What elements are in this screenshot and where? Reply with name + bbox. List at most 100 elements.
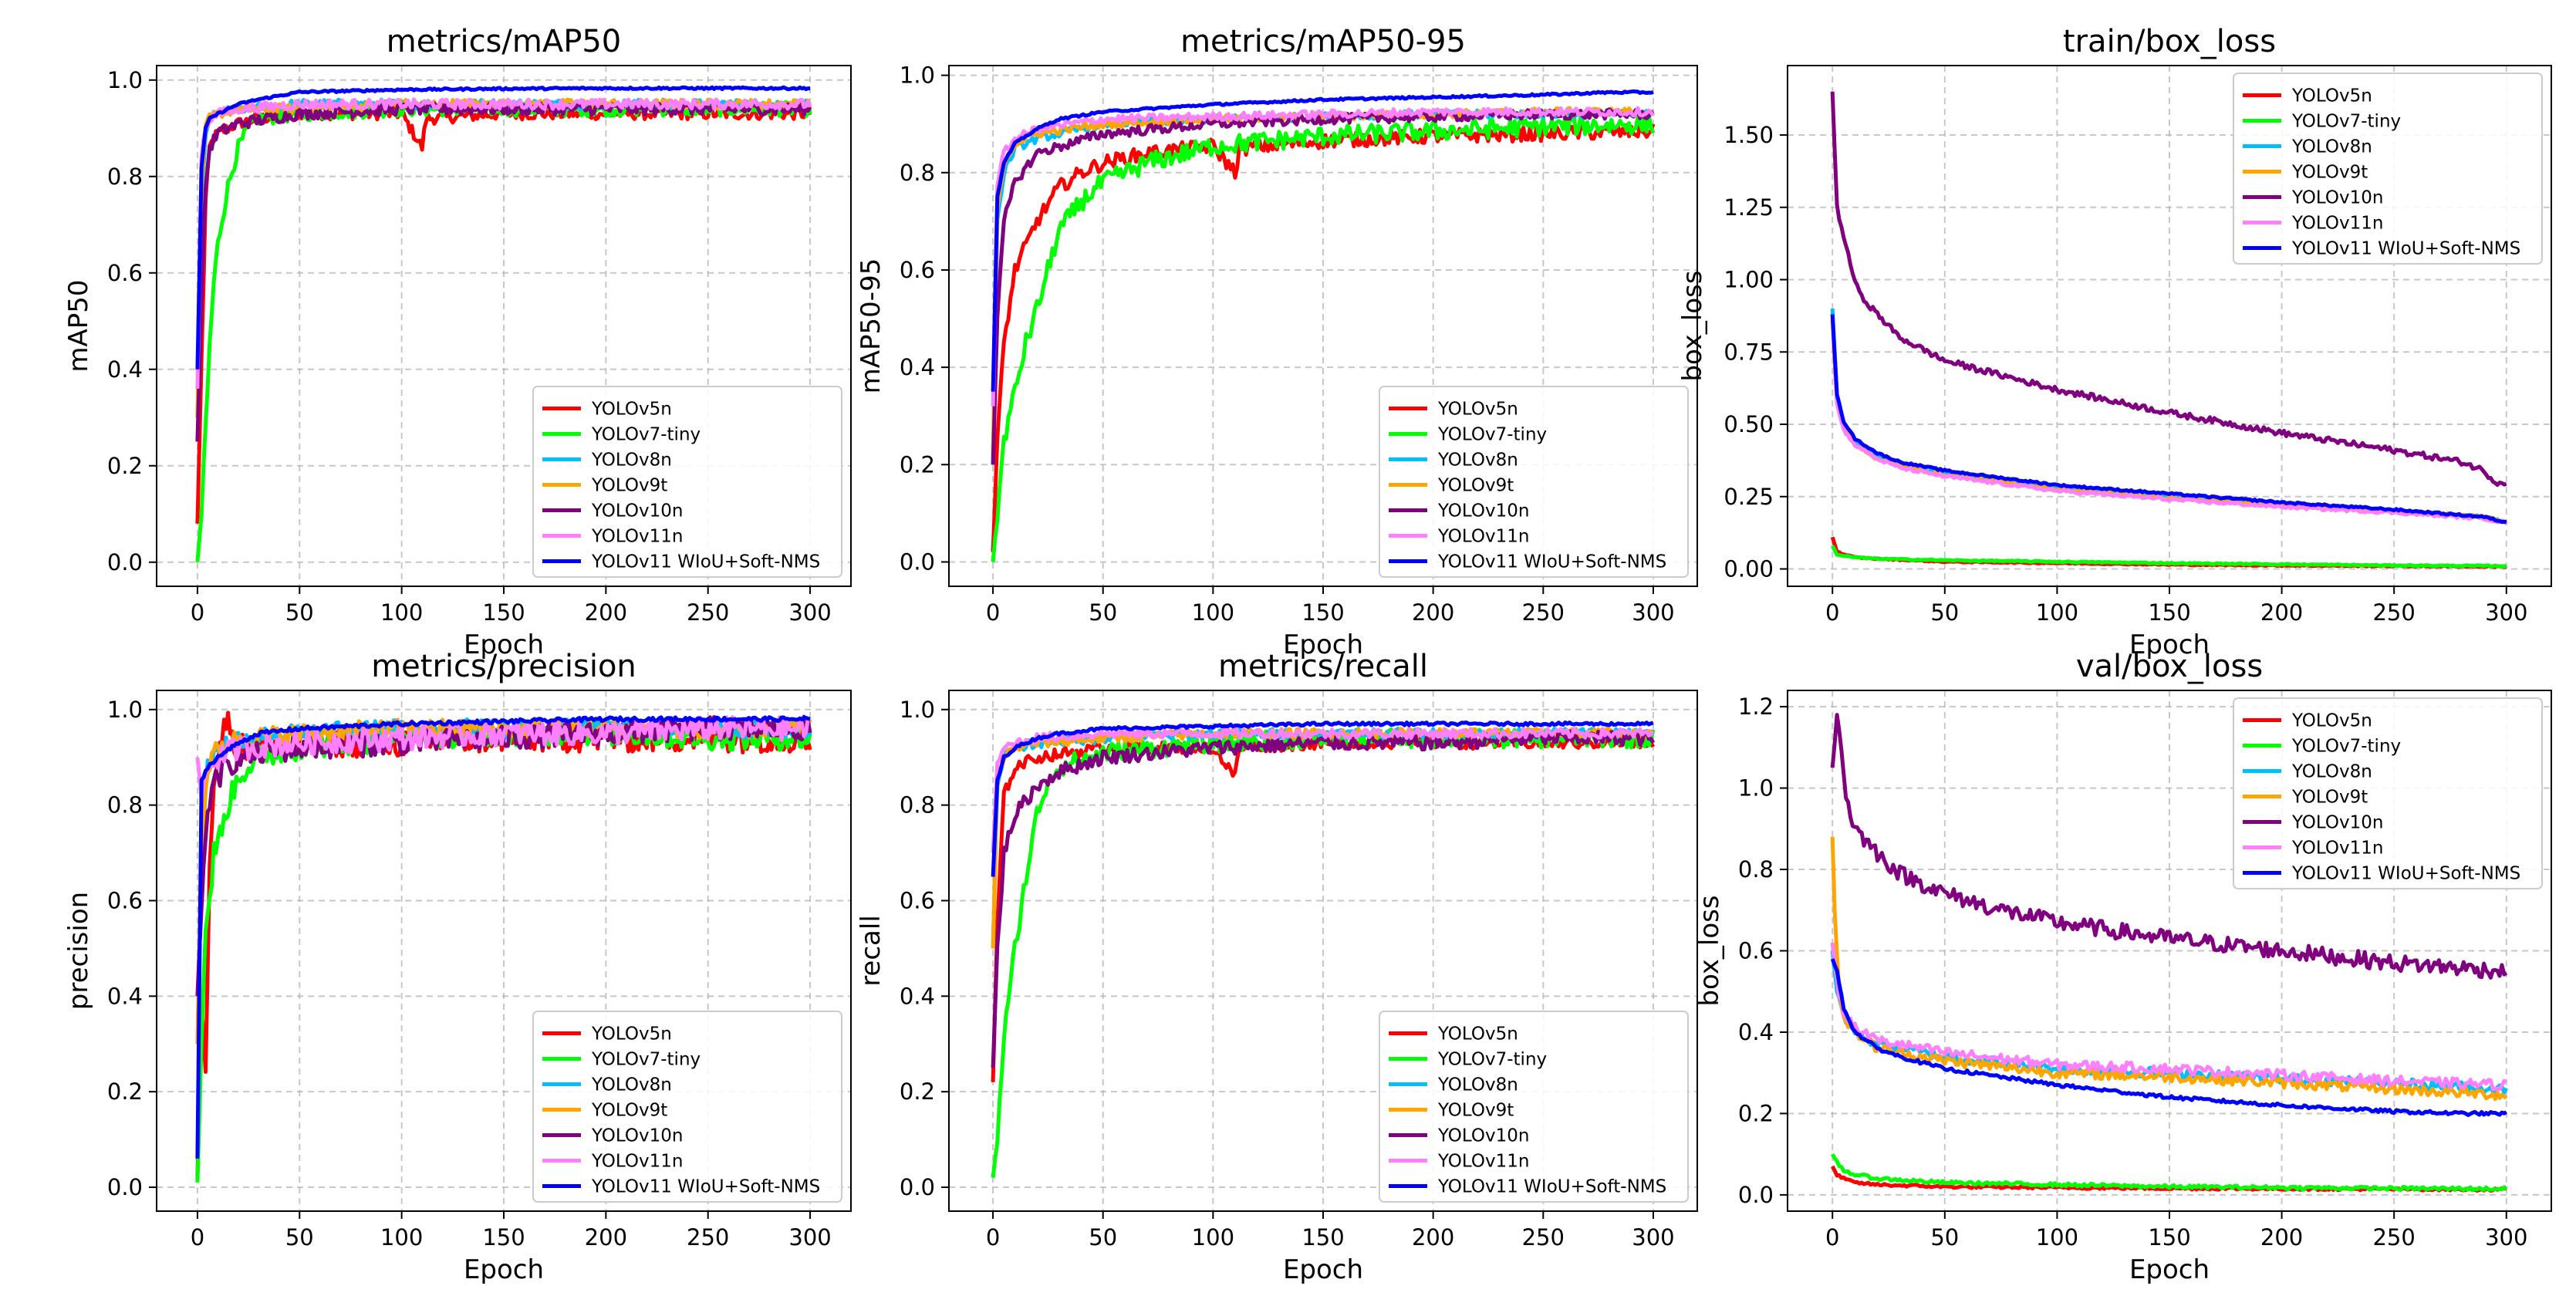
y-tick-label: 0.2: [900, 1078, 935, 1105]
legend-label: YOLOv10n: [591, 1126, 683, 1146]
x-tick-label: 300: [2485, 1224, 2527, 1250]
y-tick-label: 1.0: [107, 67, 143, 93]
series-line-yolov11-wiou-soft-nms: [991, 89, 1654, 392]
x-tick-label: 200: [1412, 1224, 1454, 1250]
series-line-yolov11-wiou-soft-nms: [1830, 958, 2507, 1117]
x-axis-label: Epoch: [464, 1254, 544, 1285]
legend-label: YOLOv8n: [1437, 1075, 1518, 1095]
y-tick-label: 1.00: [1724, 267, 1774, 293]
y-axis-label: recall: [856, 915, 886, 987]
series-line-yolov11n: [991, 106, 1655, 407]
legend-label: YOLOv10n: [591, 501, 683, 521]
x-axis-label: Epoch: [464, 629, 544, 660]
legend-label: YOLOv11 WIoU+Soft-NMS: [2291, 239, 2520, 259]
y-tick-label: 0.8: [900, 160, 935, 186]
chart-panel-1: 0 50 100 150 200 250 300 0.0 0.2 0.4 0.6 0.8 1.0 metr…: [63, 24, 852, 660]
chart-title: val/box_loss: [2076, 649, 2263, 684]
legend-label: YOLOv9t: [2291, 788, 2368, 808]
legend-label: YOLOv11n: [1437, 527, 1529, 547]
y-tick-label: 0.4: [107, 356, 143, 383]
x-tick-label: 150: [482, 599, 525, 626]
chart-title: train/box_loss: [2063, 24, 2276, 59]
x-tick-label: 100: [380, 1224, 423, 1250]
x-tick-label: 150: [1302, 599, 1344, 626]
y-tick-label: 0.8: [900, 792, 935, 818]
series-line-yolov11-wiou-soft-nms: [195, 85, 811, 370]
x-tick-label: 150: [2148, 1224, 2190, 1250]
legend-label: YOLOv11 WIoU+Soft-NMS: [2291, 864, 2520, 884]
x-tick-label: 0: [986, 1224, 1000, 1250]
legend-box: [2233, 73, 2543, 265]
x-axis-label: Epoch: [2129, 629, 2210, 660]
y-tick-label: 0.25: [1724, 484, 1774, 510]
legend-box: [1379, 1011, 1689, 1203]
y-tick-label: 1.50: [1724, 122, 1774, 148]
series-line-yolov11n: [195, 715, 812, 802]
x-tick-label: 200: [585, 599, 627, 626]
y-tick-label: 1.0: [1738, 775, 1774, 802]
x-tick-label: 0: [1825, 1224, 1839, 1250]
legend: YOLOv5n YOLOv7-tiny YOLOv8n YOLOv9t YOLOv10n…: [2233, 697, 2543, 889]
x-tick-label: 200: [2260, 599, 2303, 626]
y-tick-label: 0.4: [107, 983, 143, 1009]
y-tick-label: 0.4: [900, 354, 935, 380]
y-tick-label: 0.8: [107, 792, 143, 818]
legend-label: YOLOv5n: [1437, 1024, 1518, 1045]
series-line-yolov7-tiny: [1830, 545, 2507, 569]
legend-label: YOLOv8n: [591, 451, 672, 471]
x-tick-label: 300: [1632, 599, 1674, 626]
series-line-yolov11n: [195, 97, 812, 389]
y-tick-label: 0.50: [1724, 411, 1774, 437]
y-tick-label: 0.2: [107, 453, 143, 479]
legend-label: YOLOv10n: [1437, 1126, 1529, 1146]
y-tick-label: 1.0: [900, 697, 935, 723]
series-line-yolov7-tiny: [1831, 1153, 2508, 1193]
legend-label: YOLOv7-tiny: [1437, 425, 1547, 445]
y-tick-label: 0.4: [900, 983, 935, 1009]
legend-label: YOLOv9t: [1437, 476, 1514, 496]
x-tick-label: 250: [2372, 1224, 2415, 1250]
legend: YOLOv5n YOLOv7-tiny YOLOv8n YOLOv9t YOLOv10n…: [532, 386, 842, 578]
y-tick-label: 0.00: [1724, 556, 1774, 582]
legend-label: YOLOv5n: [2291, 86, 2372, 106]
x-tick-label: 0: [986, 599, 1000, 626]
chart-title: metrics/recall: [1218, 649, 1428, 684]
x-tick-label: 250: [1522, 1224, 1565, 1250]
legend-box: [1379, 386, 1689, 578]
legend-label: YOLOv8n: [2291, 137, 2372, 157]
x-axis-label: Epoch: [1283, 629, 1363, 660]
x-tick-label: 300: [1632, 1224, 1674, 1250]
y-axis-label: precision: [63, 892, 94, 1010]
series-line-yolov9t: [1830, 836, 2508, 1102]
legend-label: YOLOv7-tiny: [591, 425, 701, 445]
legend-box: [532, 386, 842, 578]
y-tick-label: 0.6: [107, 887, 143, 913]
legend-label: YOLOv5n: [591, 400, 672, 420]
x-tick-label: 100: [1192, 599, 1234, 626]
legend-label: YOLOv9t: [591, 476, 667, 496]
y-tick-label: 1.2: [1738, 694, 1774, 720]
legend-label: YOLOv5n: [2291, 711, 2372, 731]
legend-label: YOLOv11 WIoU+Soft-NMS: [591, 552, 820, 572]
chart-panel-5: 0 50 100 150 200 250 300 0.0 0.2 0.4 0.6 0.8 1.0 metr…: [856, 649, 1698, 1285]
x-tick-label: 50: [285, 599, 314, 626]
legend-label: YOLOv9t: [2291, 163, 2368, 183]
x-tick-label: 300: [788, 599, 831, 626]
legend-label: YOLOv9t: [591, 1101, 667, 1121]
x-tick-label: 100: [2036, 599, 2078, 626]
y-tick-label: 0.0: [107, 1174, 143, 1200]
y-axis-label: box_loss: [1694, 895, 1725, 1006]
x-tick-label: 100: [2036, 1224, 2078, 1250]
x-tick-label: 300: [788, 1224, 831, 1250]
legend-label: YOLOv11n: [1437, 1152, 1529, 1172]
chart-panel-4: 0 50 100 150 200 250 300 0.0 0.2 0.4 0.6 0.8 1.0 metr…: [63, 649, 852, 1285]
legend-label: YOLOv11 WIoU+Soft-NMS: [1437, 1177, 1666, 1197]
series-line-yolov11-wiou-soft-nms: [1830, 314, 2507, 525]
x-tick-label: 50: [285, 1224, 314, 1250]
y-tick-label: 0.2: [1738, 1100, 1774, 1126]
series-line-yolov11-wiou-soft-nms: [195, 715, 811, 1159]
y-tick-label: 1.25: [1724, 194, 1774, 221]
y-tick-label: 0.6: [900, 257, 935, 283]
legend-label: YOLOv8n: [1437, 451, 1518, 471]
legend-label: YOLOv9t: [1437, 1101, 1514, 1121]
